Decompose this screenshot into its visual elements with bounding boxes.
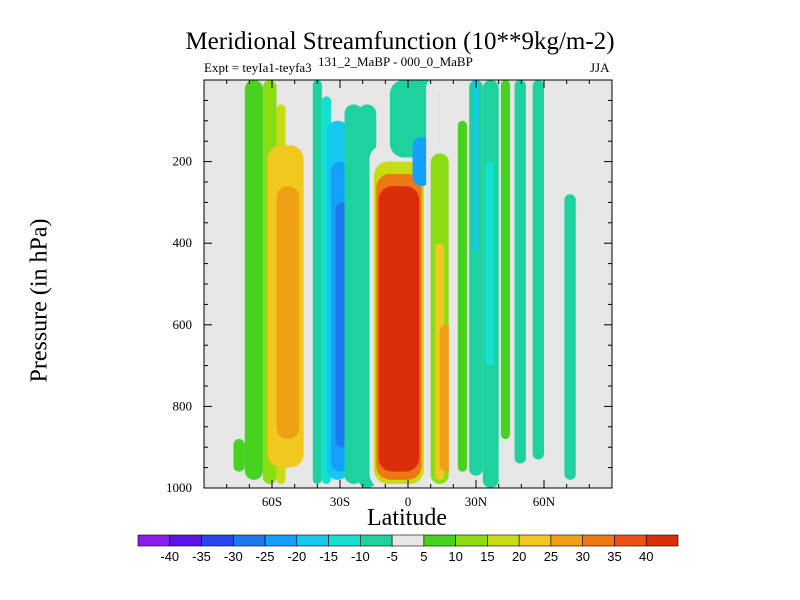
- colorbar-swatch: [518, 534, 552, 547]
- colorbar-label: -30: [224, 549, 243, 564]
- contour-cell: [473, 80, 479, 252]
- colorbar: -40 -35 -30 -25 -20 -15 -10 -5 5 10 15 20 25 30 35 40: [137, 534, 679, 564]
- field-contours: [204, 80, 612, 488]
- contour-cell: [514, 80, 526, 464]
- y-tick-label: 800: [173, 398, 193, 413]
- colorbar-swatch: [455, 534, 488, 547]
- colorbar-swatch: [360, 534, 393, 547]
- colorbar-label: -15: [319, 549, 338, 564]
- colorbar-swatch: [169, 534, 202, 547]
- x-axis-label: Latitude: [367, 505, 447, 531]
- contour-cell: [485, 161, 495, 366]
- y-tick-label: 600: [173, 317, 193, 332]
- colorbar-swatch: [391, 534, 425, 547]
- colorbar-label: 25: [544, 549, 558, 564]
- colorbar-label: 15: [480, 549, 494, 564]
- x-tick-label: 30S: [330, 494, 350, 509]
- contour-cell: [469, 80, 483, 476]
- chart-title: Meridional Streamfunction (10**9kg/m-2): [185, 28, 615, 55]
- contour-cell: [312, 80, 322, 484]
- colorbar-swatch: [137, 534, 171, 547]
- colorbar-label: -10: [351, 549, 370, 564]
- x-axis: 60S 30S 0 30N 60N: [226, 80, 590, 509]
- colorbar-swatch: [582, 534, 615, 547]
- colorbar-label: 30: [575, 549, 589, 564]
- colorbar-swatch: [232, 534, 266, 547]
- colorbar-label: -25: [256, 549, 275, 564]
- season-label: JJA: [590, 60, 610, 75]
- x-tick-label: 60S: [262, 494, 282, 509]
- contour-cell: [244, 80, 263, 480]
- colorbar-swatch: [328, 534, 361, 547]
- contour-cell: [204, 80, 234, 488]
- colorbar-swatch: [645, 534, 679, 547]
- period-label: 131_2_MaBP - 000_0_MaBP: [318, 54, 473, 69]
- contour-cell: [276, 186, 300, 440]
- colorbar-swatch: [296, 534, 329, 547]
- y-tick-label: 400: [173, 235, 193, 250]
- contour-cell: [500, 80, 510, 440]
- contour-cell: [378, 186, 420, 472]
- colorbar-label: -40: [160, 549, 179, 564]
- y-tick-label: 200: [173, 154, 193, 169]
- colorbar-swatch: [423, 534, 456, 547]
- colorbar-label: 10: [448, 549, 462, 564]
- colorbar-label: -35: [192, 549, 211, 564]
- contour-cell: [303, 80, 313, 488]
- contour-cell: [532, 80, 544, 460]
- colorbar-swatch: [201, 534, 234, 547]
- y-axis: 200 400 600 800 1000: [166, 99, 612, 495]
- colorbar-label: 40: [639, 549, 653, 564]
- colorbar-swatch: [487, 534, 520, 547]
- colorbar-label: 20: [512, 549, 526, 564]
- x-tick-label: 0: [405, 494, 412, 509]
- y-tick-label: 1000: [166, 480, 192, 495]
- y-axis-label: Pressure (in hPa): [26, 218, 53, 383]
- colorbar-label: 5: [420, 549, 427, 564]
- x-tick-label: 60N: [533, 494, 556, 509]
- colorbar-swatch: [550, 534, 584, 547]
- contour-cell: [233, 439, 245, 472]
- contour-cell: [564, 194, 576, 480]
- experiment-label: Expt = teyIa1-teyfa3: [204, 60, 312, 75]
- contour-cell: [457, 120, 467, 472]
- colorbar-swatch: [614, 534, 647, 547]
- colorbar-label: -20: [287, 549, 306, 564]
- x-tick-label: 30N: [465, 494, 488, 509]
- colorbar-label: -5: [386, 549, 398, 564]
- colorbar-swatch: [264, 534, 298, 547]
- colorbar-label: 35: [607, 549, 621, 564]
